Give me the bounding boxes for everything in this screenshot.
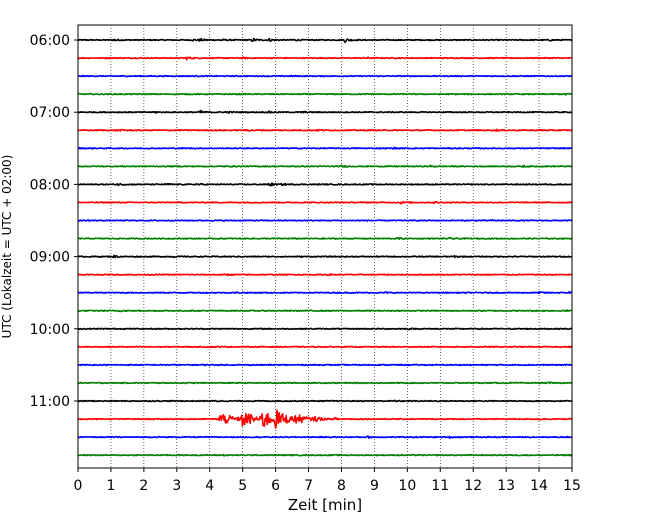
- x-tick-label: 15: [563, 478, 581, 494]
- x-tick-label: 13: [497, 478, 515, 494]
- x-tick-label: 3: [172, 478, 181, 494]
- seismic-trace: [77, 435, 573, 439]
- seismic-trace: [77, 309, 573, 313]
- x-tick-label: 10: [398, 478, 416, 494]
- x-axis-label: Zeit [min]: [288, 496, 362, 514]
- x-tick-label: 14: [530, 478, 548, 494]
- x-ticks: 0 1 2 3 4 5 6 7 8 9 10 11 12 13 14 15: [74, 468, 581, 494]
- x-tick-label: 1: [106, 478, 115, 494]
- x-tick-label: 5: [238, 478, 247, 494]
- seismic-trace: [77, 128, 573, 132]
- grid: [110, 25, 540, 468]
- seismic-trace: [77, 453, 573, 457]
- seismic-trace: [77, 399, 573, 403]
- x-tick-label: 8: [337, 478, 346, 494]
- y-tick-label: 08:00: [30, 177, 70, 193]
- x-tick-label: 6: [271, 478, 280, 494]
- x-tick-label: 11: [431, 478, 449, 494]
- x-tick-label: 4: [205, 478, 214, 494]
- seismic-trace: [77, 182, 573, 187]
- plot-frame: [77, 24, 573, 469]
- y-tick-label: 07:00: [30, 105, 70, 121]
- seismic-trace: [77, 219, 573, 223]
- y-axis-label: UTC (Lokalzeit = UTC + 02:00): [0, 155, 14, 339]
- seismic-trace: [77, 273, 573, 277]
- seismic-trace: [77, 109, 573, 114]
- seismic-trace: [77, 409, 573, 429]
- seismic-trace: [77, 363, 573, 367]
- seismic-trace: [77, 146, 573, 150]
- seismic-trace: [77, 74, 573, 78]
- y-tick-label: 11:00: [30, 394, 70, 410]
- traces: [77, 37, 573, 457]
- x-tick-label: 2: [139, 478, 148, 494]
- seismic-trace: [77, 236, 573, 241]
- x-tick-label: 12: [464, 478, 482, 494]
- seismic-trace: [77, 56, 573, 61]
- y-tick-label: 10:00: [30, 322, 70, 338]
- seismic-trace: [77, 37, 573, 44]
- seismic-trace: [77, 254, 573, 259]
- seismic-trace: [77, 327, 573, 331]
- seismic-trace: [77, 164, 573, 169]
- y-ticks: 06:00 07:00 08:00 09:00 10:00 11:00: [30, 33, 78, 410]
- seismic-trace: [77, 381, 573, 385]
- y-tick-label: 06:00: [30, 33, 70, 49]
- x-tick-label: 9: [370, 478, 379, 494]
- y-tick-label: 09:00: [30, 250, 70, 266]
- seismic-trace: [77, 200, 573, 205]
- seismic-trace: [77, 345, 573, 349]
- seismic-trace: [77, 92, 573, 96]
- x-tick-label: 7: [304, 478, 313, 494]
- seismic-trace: [77, 290, 573, 295]
- x-tick-label: 0: [74, 478, 83, 494]
